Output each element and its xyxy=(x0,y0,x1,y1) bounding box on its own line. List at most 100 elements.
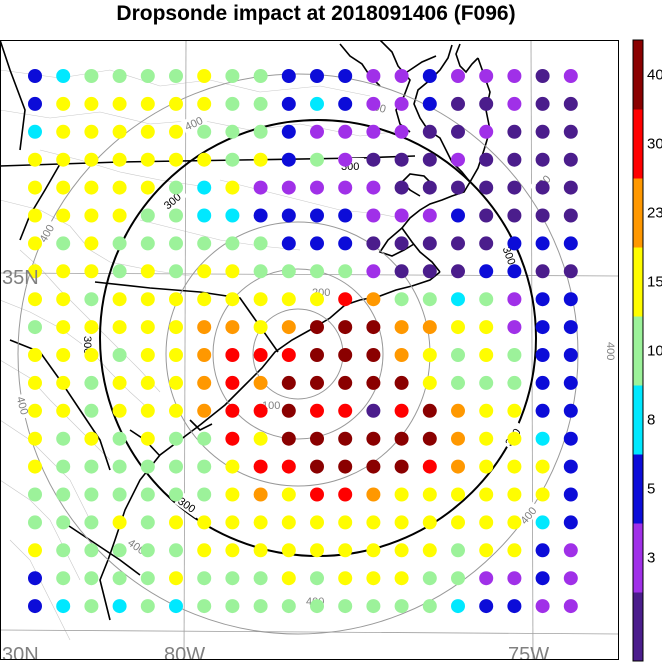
impact-dot xyxy=(507,180,522,195)
impact-dot xyxy=(84,431,99,446)
impact-dot xyxy=(338,152,353,167)
impact-dot xyxy=(281,124,296,139)
impact-dot xyxy=(281,348,296,362)
impact-dot xyxy=(112,292,127,307)
impact-dot xyxy=(253,431,268,446)
impact-dot xyxy=(281,320,296,335)
lon-label-80w: 80W xyxy=(164,644,205,664)
impact-dot xyxy=(140,515,155,530)
impact-dot xyxy=(197,403,212,418)
impact-dot xyxy=(56,515,71,530)
impact-dot xyxy=(140,487,155,502)
impact-dot xyxy=(112,264,127,279)
impact-dot xyxy=(56,69,71,83)
impact-dot xyxy=(169,403,183,418)
impact-dot xyxy=(28,348,42,362)
impact-dot xyxy=(169,515,183,530)
impact-dot xyxy=(338,124,353,139)
impact-dot xyxy=(197,543,212,558)
impact-dot xyxy=(366,180,381,195)
colorbar-block xyxy=(633,247,643,317)
impact-dot xyxy=(56,292,71,307)
impact-dot xyxy=(28,543,42,558)
impact-dot xyxy=(451,599,465,614)
impact-dot xyxy=(112,403,127,418)
impact-dot xyxy=(140,124,155,139)
impact-dot xyxy=(281,487,296,502)
colorbar-label: 15 xyxy=(647,274,662,291)
impact-dot xyxy=(281,292,296,307)
impact-dot xyxy=(394,375,409,390)
impact-dot xyxy=(451,152,465,167)
impact-dot xyxy=(28,180,42,195)
impact-dot xyxy=(422,152,437,167)
impact-dot xyxy=(366,571,381,586)
impact-dot xyxy=(84,264,99,279)
impact-dot xyxy=(338,375,353,390)
impact-dot xyxy=(310,208,324,223)
impact-dot xyxy=(338,487,353,502)
impact-dot xyxy=(197,264,212,279)
colorbar-label: 8 xyxy=(647,412,655,429)
impact-dot xyxy=(563,152,578,167)
impact-dot xyxy=(56,124,71,139)
impact-dot xyxy=(507,348,522,362)
impact-dot xyxy=(310,459,324,474)
impact-dot xyxy=(56,487,71,502)
impact-dot xyxy=(366,515,381,530)
impact-dot xyxy=(310,236,324,251)
impact-dot xyxy=(112,124,127,139)
impact-dot xyxy=(253,236,268,251)
impact-dot xyxy=(451,264,465,279)
impact-dot xyxy=(563,208,578,223)
impact-dot xyxy=(197,96,212,111)
impact-dot xyxy=(338,571,353,586)
impact-dot xyxy=(310,543,324,558)
impact-dot xyxy=(310,375,324,390)
colorbar-label: 30 xyxy=(647,136,662,153)
impact-dot xyxy=(169,264,183,279)
impact-dot xyxy=(422,431,437,446)
impact-dot xyxy=(112,208,127,223)
impact-dot xyxy=(225,264,240,279)
impact-dot xyxy=(507,236,522,251)
impact-dot xyxy=(56,96,71,111)
impact-dot xyxy=(253,571,268,586)
impact-dot xyxy=(507,571,522,586)
impact-dot xyxy=(535,403,550,418)
impact-dot xyxy=(563,348,578,362)
impact-dot xyxy=(281,543,296,558)
impact-dot xyxy=(197,375,212,390)
impact-dot xyxy=(225,571,240,586)
impact-dot xyxy=(253,320,268,335)
impact-dot xyxy=(394,208,409,223)
impact-dot xyxy=(225,292,240,307)
impact-dot xyxy=(84,375,99,390)
impact-dot xyxy=(253,487,268,502)
impact-dot xyxy=(366,375,381,390)
impact-dot xyxy=(338,515,353,530)
impact-dot xyxy=(28,403,42,418)
impact-dot xyxy=(225,152,240,167)
impact-dot xyxy=(28,515,42,530)
impact-dot xyxy=(563,264,578,279)
impact-dot xyxy=(394,96,409,111)
impact-dot xyxy=(479,487,494,502)
impact-dot xyxy=(535,96,550,111)
colorbar-label: 10 xyxy=(647,343,662,360)
impact-dot xyxy=(140,599,155,614)
colorbar-label: 5 xyxy=(647,481,655,498)
impact-dot xyxy=(479,431,494,446)
impact-dot xyxy=(84,487,99,502)
impact-dot xyxy=(140,348,155,362)
impact-dot xyxy=(84,96,99,111)
impact-dot xyxy=(84,292,99,307)
impact-dot xyxy=(563,69,578,83)
impact-dot xyxy=(422,571,437,586)
impact-dot xyxy=(310,571,324,586)
impact-dot xyxy=(366,543,381,558)
impact-dot xyxy=(28,571,42,586)
impact-dot xyxy=(451,431,465,446)
impact-dot xyxy=(112,487,127,502)
